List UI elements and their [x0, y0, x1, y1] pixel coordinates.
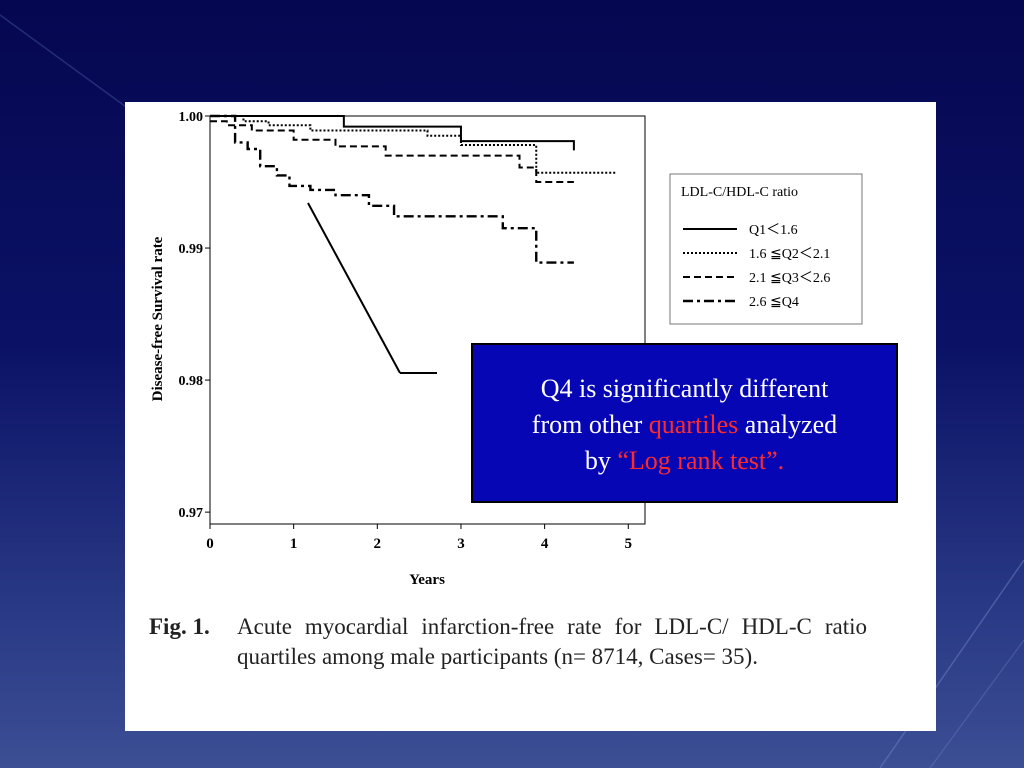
x-tick-label: 5: [625, 536, 633, 552]
series-line-3: [210, 120, 574, 184]
series-line-4: [210, 114, 574, 264]
callout-box: Q4 is significantly different from other…: [471, 343, 898, 503]
y-tick-label: 0.99: [179, 242, 204, 257]
y-tick-label: 1.00: [179, 110, 204, 125]
survival-chart: 0 1 2 3 4 5 1.00 0.99 0.98 0.97 Years Disease-fre…: [150, 110, 863, 588]
x-tick-label: 2: [374, 536, 382, 552]
callout-highlight: quartiles: [648, 410, 739, 439]
legend-entry: 2.1 ≦Q3＜2.6: [749, 271, 830, 286]
x-tick-label: 3: [457, 536, 465, 552]
x-tick-label: 0: [206, 536, 214, 552]
x-axis-label: Years: [409, 572, 445, 588]
legend-entry: 2.6 ≦Q4: [749, 295, 799, 310]
series-line-2: [210, 115, 616, 174]
callout-text: from other: [531, 410, 649, 439]
caption-text: Acute myocardial infarction-free rate fo…: [237, 614, 867, 669]
callout-text: analyzed: [738, 410, 838, 439]
y-tick-label: 0.97: [179, 506, 204, 521]
callout-line-2: from other quartiles analyzed: [473, 407, 896, 443]
legend-title: LDL-C/HDL-C ratio: [681, 185, 798, 200]
plot-frame: [209, 115, 646, 525]
legend-entry: 1.6 ≦Q2＜2.1: [749, 247, 830, 262]
legend-box: [669, 173, 863, 325]
series-line-1: [210, 115, 575, 151]
callout-text: by: [584, 446, 618, 475]
callout-line-1: Q4 is significantly different: [540, 374, 829, 403]
legend-entry: Q1＜1.6: [749, 223, 798, 238]
callout-highlight: “Log rank test”.: [617, 446, 785, 475]
y-tick-label: 0.98: [179, 374, 204, 389]
y-axis-label: Disease-free Survival rate: [150, 236, 166, 401]
callout-line-3: by “Log rank test”.: [473, 443, 896, 479]
legend: LDL-C/HDL-C ratio Q1＜1.6 1.6 ≦Q2＜2.1 2.1 ≦…: [669, 173, 863, 325]
x-tick-label: 1: [290, 536, 298, 552]
x-tick-label: 4: [541, 536, 549, 552]
caption-label: Fig. 1.: [149, 614, 210, 639]
annotation-pointer-line: [307, 202, 401, 374]
